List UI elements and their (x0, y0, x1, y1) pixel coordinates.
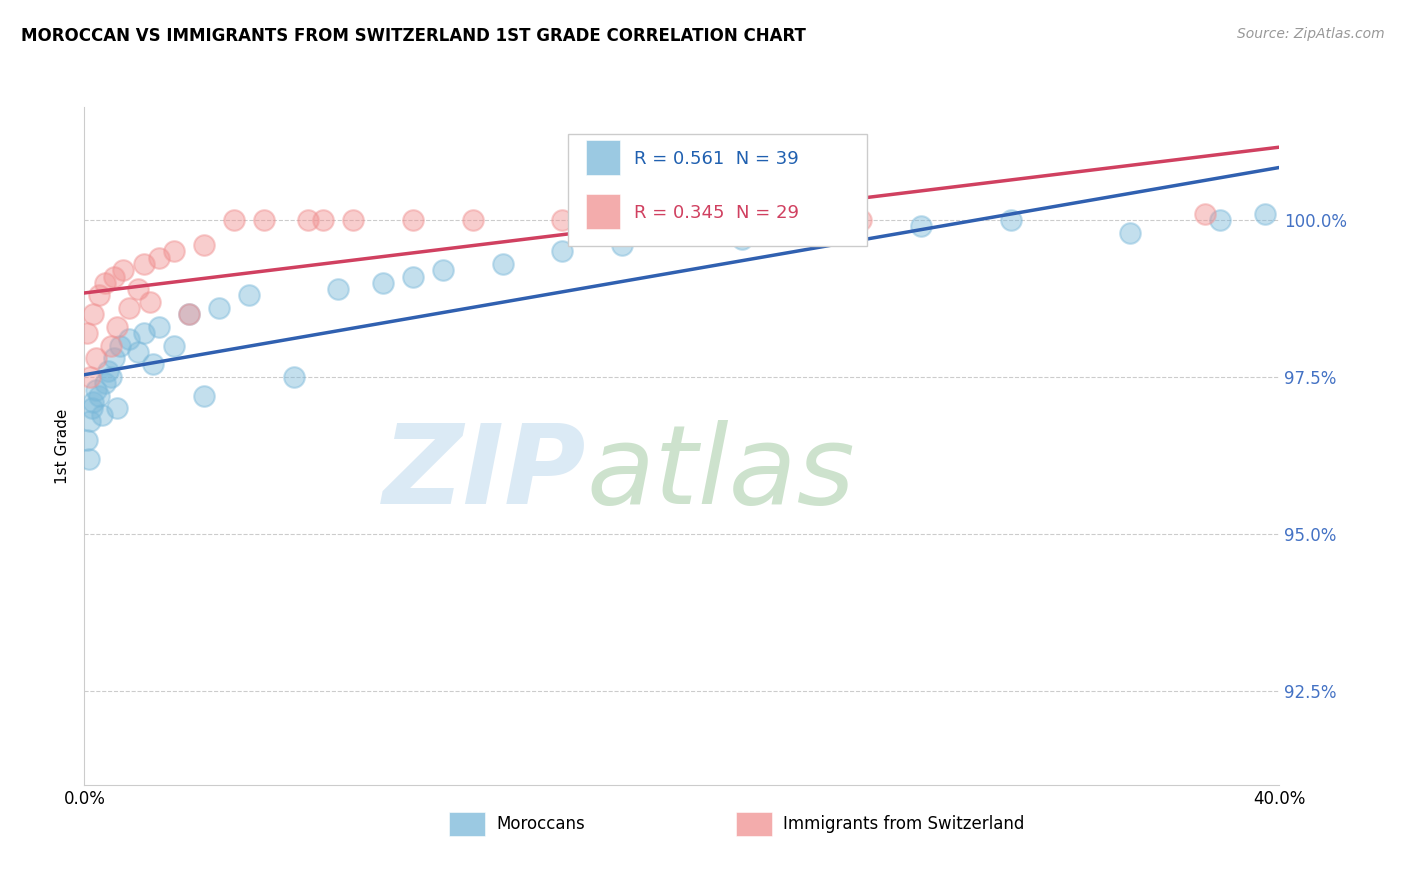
Point (328, 282, 350, 296)
Text: ZIP: ZIP (382, 419, 586, 526)
Point (402, 269, 425, 284)
Point (297, 213, 319, 227)
Point (105, 401, 128, 416)
Point (671, 207, 693, 221)
Point (342, 213, 364, 227)
Point (103, 351, 125, 365)
Point (851, 213, 873, 227)
Point (76, 326, 98, 340)
Point (100, 338, 122, 352)
Point (76, 433, 98, 447)
Point (139, 294, 162, 309)
Point (118, 332, 141, 346)
Point (612, 238, 634, 252)
Point (1000, 213, 1022, 227)
Point (910, 219, 932, 234)
Text: MOROCCAN VS IMMIGRANTS FROM SWITZERLAND 1ST GRADE CORRELATION CHART: MOROCCAN VS IMMIGRANTS FROM SWITZERLAND … (21, 27, 806, 45)
Point (80, 401, 103, 416)
Bar (586, 194, 620, 229)
Point (112, 263, 135, 277)
Point (551, 213, 574, 227)
Point (105, 319, 128, 334)
Point (177, 307, 200, 321)
Point (79, 370, 101, 384)
Point (312, 213, 335, 227)
Bar (735, 812, 772, 836)
Point (492, 257, 515, 271)
Point (110, 338, 132, 352)
Text: Immigrants from Switzerland: Immigrants from Switzerland (783, 815, 1025, 833)
Point (373, 276, 395, 290)
Point (177, 307, 200, 321)
Point (103, 269, 125, 284)
Point (163, 338, 186, 352)
Text: R = 0.561  N = 39: R = 0.561 N = 39 (634, 150, 799, 168)
Point (208, 301, 231, 315)
FancyBboxPatch shape (568, 134, 868, 246)
Text: atlas: atlas (586, 419, 855, 526)
Point (551, 244, 574, 259)
Text: R = 0.345  N = 29: R = 0.345 N = 29 (634, 204, 799, 222)
Point (283, 370, 305, 384)
Point (193, 389, 215, 403)
Point (86, 351, 108, 365)
Point (94, 376, 117, 391)
Point (94, 276, 117, 290)
Point (127, 282, 149, 296)
Point (79, 414, 101, 428)
Point (86, 383, 108, 397)
Point (118, 301, 141, 315)
Point (238, 288, 260, 302)
Point (731, 232, 754, 246)
Point (1119, 226, 1142, 240)
Point (91, 408, 114, 422)
Point (89, 288, 111, 302)
Point (193, 238, 215, 252)
Text: Moroccans: Moroccans (496, 815, 585, 833)
Point (1194, 207, 1216, 221)
Bar (449, 812, 485, 836)
Point (432, 263, 454, 277)
Point (790, 226, 813, 240)
Point (148, 251, 170, 265)
Point (148, 319, 170, 334)
Point (142, 358, 165, 372)
Point (89, 389, 111, 403)
Point (77, 451, 100, 466)
Point (100, 370, 122, 384)
Point (222, 213, 245, 227)
Point (82, 307, 104, 321)
Point (402, 213, 425, 227)
Point (253, 213, 276, 227)
Point (97, 364, 120, 378)
Point (1253, 207, 1275, 221)
Text: Source: ZipAtlas.com: Source: ZipAtlas.com (1237, 27, 1385, 41)
Point (461, 213, 484, 227)
Y-axis label: 1st Grade: 1st Grade (55, 409, 70, 483)
Point (132, 257, 156, 271)
Point (163, 244, 186, 259)
Point (132, 326, 156, 340)
Point (1209, 213, 1232, 227)
Point (127, 344, 149, 359)
Bar (586, 139, 620, 175)
Point (82, 395, 104, 409)
